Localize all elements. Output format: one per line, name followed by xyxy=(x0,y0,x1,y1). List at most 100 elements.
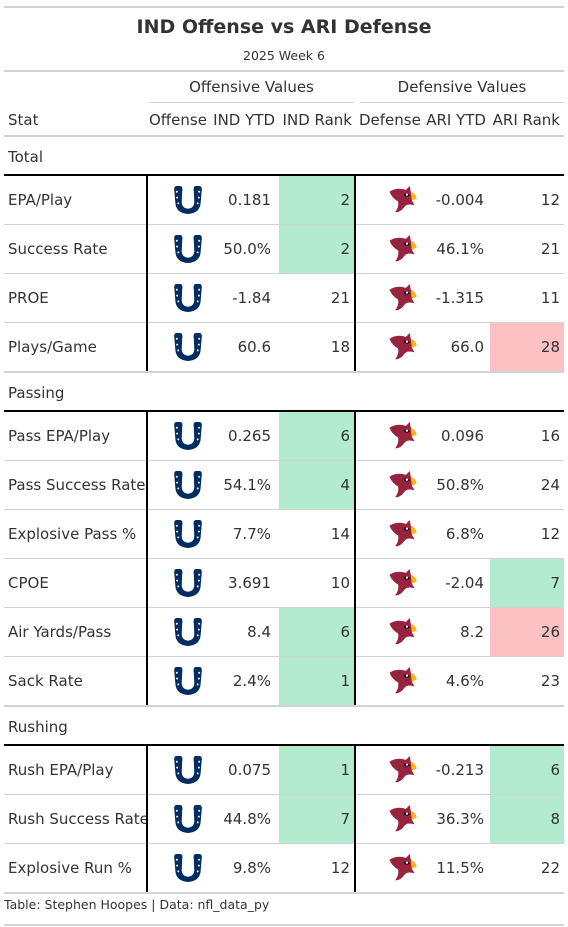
colts-horseshoe-icon xyxy=(171,420,205,452)
ari-rank-value: 26 xyxy=(490,608,564,656)
ari-rank-value: 24 xyxy=(540,476,560,494)
stat-name: CPOE xyxy=(8,574,49,592)
ari-rank-value: 12 xyxy=(540,525,560,543)
column-divider xyxy=(354,410,356,705)
cardinals-bird-icon xyxy=(386,803,420,835)
cardinals-bird-icon xyxy=(386,331,420,363)
column-divider xyxy=(146,174,148,371)
ari-ytd-value: 8.2 xyxy=(460,623,484,641)
col-header-ari-rank: ARI Rank xyxy=(492,111,560,129)
ind-ytd-value: 44.8% xyxy=(223,810,271,828)
table-row: Plays/Game 60.6 18 66.0 28 xyxy=(4,323,564,373)
colts-horseshoe-icon xyxy=(171,567,205,599)
col-header-offense: Offense xyxy=(149,111,207,129)
row-rule xyxy=(4,794,564,795)
colts-horseshoe-icon xyxy=(171,852,205,884)
stat-name: Sack Rate xyxy=(8,672,83,690)
cardinals-bird-icon xyxy=(386,420,420,452)
stat-name: PROE xyxy=(8,289,49,307)
ind-ytd-value: 60.6 xyxy=(237,338,271,356)
ind-ytd-value: 8.4 xyxy=(247,623,271,641)
colts-horseshoe-icon xyxy=(171,469,205,501)
table-row: PROE -1.84 21 -1.315 11 xyxy=(4,274,564,323)
ind-rank-value: 2 xyxy=(279,225,354,273)
group-label: Passing xyxy=(8,384,65,402)
cardinals-bird-icon xyxy=(386,184,420,216)
ind-ytd-value: 3.691 xyxy=(228,574,271,592)
row-rule xyxy=(4,892,564,894)
ari-rank-value: 23 xyxy=(540,672,560,690)
table-row: Explosive Run % 9.8% 12 11.5% 22 xyxy=(4,844,564,894)
stat-name: Explosive Pass % xyxy=(8,525,137,543)
cardinals-bird-icon xyxy=(386,616,420,648)
colts-horseshoe-icon xyxy=(171,282,205,314)
ind-ytd-value: 0.075 xyxy=(228,761,271,779)
row-rule xyxy=(4,273,564,274)
stat-name: Explosive Run % xyxy=(8,859,132,877)
col-header-ind-rank: IND Rank xyxy=(282,111,352,129)
colts-horseshoe-icon xyxy=(171,331,205,363)
heading-rule xyxy=(4,70,564,72)
row-rule xyxy=(4,224,564,225)
ind-ytd-value: 7.7% xyxy=(232,525,271,543)
col-header-stat: Stat xyxy=(8,111,39,129)
stat-name: Pass EPA/Play xyxy=(8,427,111,445)
colts-horseshoe-icon xyxy=(171,184,205,216)
ind-ytd-value: -1.84 xyxy=(232,289,271,307)
ind-ytd-value: 50.0% xyxy=(223,240,271,258)
group-top-rule xyxy=(4,744,564,746)
cardinals-bird-icon xyxy=(386,233,420,265)
ind-ytd-value: 54.1% xyxy=(223,476,271,494)
colts-horseshoe-icon xyxy=(171,665,205,697)
ari-rank-value: 11 xyxy=(540,289,560,307)
group-label: Total xyxy=(8,148,44,166)
ind-ytd-value: 2.4% xyxy=(232,672,271,690)
top-rule xyxy=(4,6,564,8)
ari-rank-value: 22 xyxy=(540,859,560,877)
ari-rank-value: 16 xyxy=(540,427,560,445)
row-rule xyxy=(4,843,564,844)
ind-rank-value: 7 xyxy=(279,795,354,843)
table-title: IND Offense vs ARI Defense xyxy=(136,16,432,38)
ind-ytd-value: 9.8% xyxy=(232,859,271,877)
ari-rank-value: 8 xyxy=(490,795,564,843)
ari-ytd-value: 4.6% xyxy=(445,672,484,690)
table-row: Success Rate 50.0% 2 46.1% 21 xyxy=(4,225,564,274)
group-label: Rushing xyxy=(8,718,68,736)
ind-rank-value: 2 xyxy=(279,176,354,224)
row-rule xyxy=(4,705,564,707)
row-rule xyxy=(4,558,564,559)
group-top-rule xyxy=(4,174,564,176)
ari-ytd-value: 50.8% xyxy=(436,476,484,494)
column-divider xyxy=(146,744,148,892)
spanner-offense: Offensive Values xyxy=(189,78,314,96)
table-row: EPA/Play 0.181 2 -0.004 12 xyxy=(4,176,564,225)
ari-ytd-value: -0.213 xyxy=(435,761,484,779)
cardinals-bird-icon xyxy=(386,518,420,550)
cardinals-bird-icon xyxy=(386,469,420,501)
stat-name: Plays/Game xyxy=(8,338,97,356)
ind-rank-value: 6 xyxy=(279,608,354,656)
col-header-ari-ytd: ARI YTD xyxy=(426,111,486,129)
bottom-rule xyxy=(4,924,564,926)
table-row: Rush EPA/Play 0.075 1 -0.213 6 xyxy=(4,746,564,795)
ind-rank-value: 1 xyxy=(279,657,354,705)
ind-ytd-value: 0.265 xyxy=(228,427,271,445)
cardinals-bird-icon xyxy=(386,754,420,786)
colts-horseshoe-icon xyxy=(171,754,205,786)
ari-rank-value: 6 xyxy=(490,746,564,794)
column-divider xyxy=(146,410,148,705)
stat-name: Pass Success Rate xyxy=(8,476,146,494)
spanner-defense: Defensive Values xyxy=(397,78,527,96)
ari-ytd-value: 11.5% xyxy=(436,859,484,877)
ari-rank-value: 7 xyxy=(490,559,564,607)
table-row: CPOE 3.691 10 -2.04 7 xyxy=(4,559,564,608)
cardinals-bird-icon xyxy=(386,852,420,884)
ind-ytd-value: 0.181 xyxy=(228,191,271,209)
row-rule xyxy=(4,322,564,323)
ari-ytd-value: 0.096 xyxy=(441,427,484,445)
ari-ytd-value: 66.0 xyxy=(450,338,484,356)
header-bottom-rule xyxy=(4,135,564,137)
ind-rank-value: 4 xyxy=(279,461,354,509)
table-row: Sack Rate 2.4% 1 4.6% 23 xyxy=(4,657,564,707)
